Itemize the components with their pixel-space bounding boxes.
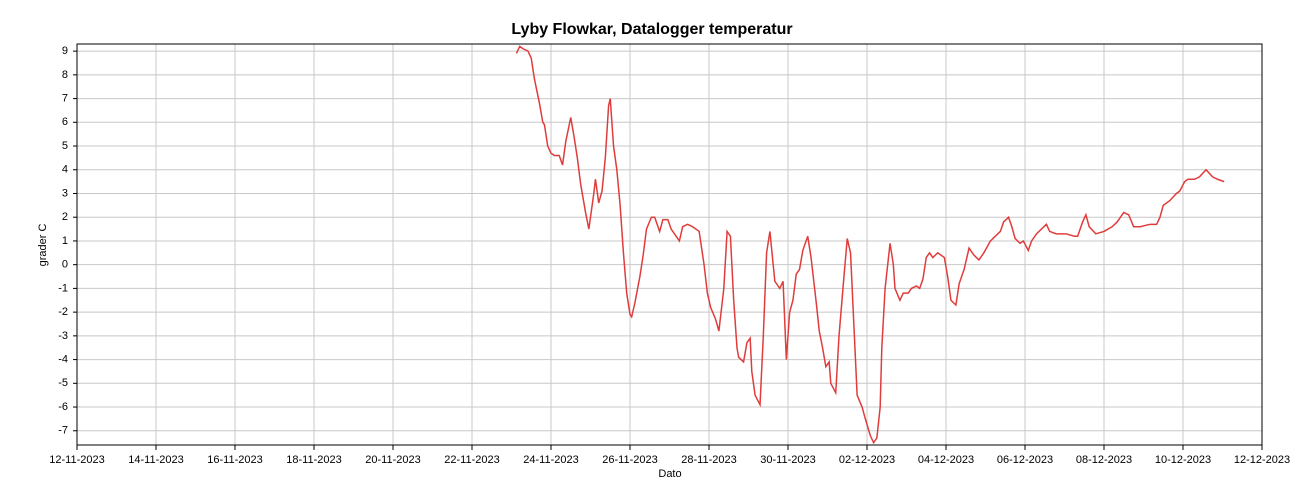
x-tick-label: 10-12-2023: [1155, 454, 1211, 466]
y-tick-label: -1: [58, 282, 68, 294]
y-tick-label: 0: [62, 259, 68, 271]
chart-title: Lyby Flowkar, Datalogger temperatur: [511, 21, 792, 38]
y-tick-label: 3: [62, 187, 68, 199]
y-tick-label: -6: [58, 401, 68, 413]
y-tick-label: -2: [58, 306, 68, 318]
y-tick-label: 8: [62, 69, 68, 81]
y-tick-label: 4: [62, 164, 68, 176]
x-tick-label: 18-11-2023: [286, 454, 341, 466]
y-tick-label: -5: [58, 377, 68, 389]
x-tick-label: 08-12-2023: [1076, 454, 1132, 466]
y-tick-label: 5: [62, 140, 68, 152]
x-tick-label: 22-11-2023: [444, 454, 499, 466]
x-tick-label: 16-11-2023: [207, 454, 262, 466]
y-tick-label: -7: [58, 425, 68, 437]
y-tick-label: 9: [62, 45, 68, 57]
x-tick-label: 02-12-2023: [839, 454, 895, 466]
y-tick-label: 2: [62, 211, 68, 223]
plot-area: [77, 44, 1262, 445]
y-tick-label: 1: [62, 235, 68, 247]
x-tick-label: 04-12-2023: [918, 454, 974, 466]
x-tick-label: 26-11-2023: [602, 454, 657, 466]
y-tick-label: 7: [62, 92, 68, 104]
x-tick-label: 20-11-2023: [365, 454, 420, 466]
x-tick-label: 28-11-2023: [681, 454, 736, 466]
x-tick-label: 14-11-2023: [128, 454, 183, 466]
x-tick-label: 30-11-2023: [760, 454, 815, 466]
y-tick-label: -3: [58, 330, 68, 342]
x-tick-label: 12-11-2023: [49, 454, 104, 466]
y-tick-label: 6: [62, 116, 68, 128]
x-tick-label: 24-11-2023: [523, 454, 578, 466]
data-line: [515, 45, 1225, 445]
x-axis-label: Dato: [658, 468, 681, 480]
x-tick-label: 12-12-2023: [1234, 454, 1290, 466]
y-tick-label: -4: [58, 353, 68, 365]
x-tick-label: 06-12-2023: [997, 454, 1053, 466]
y-axis-label: grader C: [37, 224, 49, 267]
plot-frame: [76, 43, 1263, 446]
